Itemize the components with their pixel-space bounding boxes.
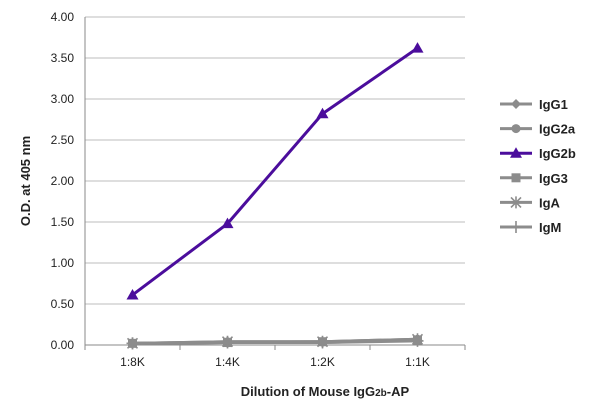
legend-label: IgA xyxy=(539,195,561,210)
legend-item-iga: IgA xyxy=(500,195,561,210)
x-tick-label: 1:4K xyxy=(215,355,240,369)
legend-item-igg1: IgG1 xyxy=(500,97,568,112)
legend-label: IgG3 xyxy=(539,171,568,186)
y-tick-label: 0.50 xyxy=(51,297,75,311)
legend-marker-igg1 xyxy=(511,99,521,109)
legend-item-igg3: IgG3 xyxy=(500,171,568,186)
x-axis-title-sub: 2b xyxy=(375,388,387,399)
y-tick-label: 3.00 xyxy=(51,92,75,106)
legend-marker-igg3 xyxy=(511,173,521,183)
x-tick-label: 1:2K xyxy=(310,355,335,369)
y-tick-label: 2.50 xyxy=(51,133,75,147)
data-point-igm xyxy=(126,337,139,350)
data-point-igg2b xyxy=(411,42,424,53)
legend-marker-iga xyxy=(510,196,522,209)
legend-label: IgG1 xyxy=(539,97,568,112)
x-tick-label: 1:8K xyxy=(120,355,145,369)
data-point-igm xyxy=(316,336,329,349)
series-line-igg2b xyxy=(131,46,419,297)
legend-label: IgG2a xyxy=(539,122,576,137)
legend-label: IgM xyxy=(539,220,561,235)
y-tick-label: 1.00 xyxy=(51,256,75,270)
series-line-igm xyxy=(132,339,418,345)
legend-item-igg2b: IgG2b xyxy=(500,146,576,161)
x-tick-labels: 1:8K 1:4K 1:2K 1:1K xyxy=(120,355,430,369)
legend-label: IgG2b xyxy=(539,146,576,161)
x-axis-title-suffix: -AP xyxy=(387,384,410,399)
data-point-igm xyxy=(411,334,424,347)
y-tick-label: 3.50 xyxy=(51,51,75,65)
y-tick-label: 2.00 xyxy=(51,174,75,188)
x-axis-title: Dilution of Mouse IgG2b-AP xyxy=(241,384,410,399)
series-group xyxy=(126,42,424,350)
axes xyxy=(84,17,466,350)
series-igg2b xyxy=(126,42,424,300)
y-tick-label: 1.50 xyxy=(51,215,75,229)
legend: IgG1 IgG2a IgG2b IgG3 IgA IgM xyxy=(500,97,576,235)
data-point-igg2b xyxy=(221,217,234,229)
x-tick-label: 1:1K xyxy=(405,355,430,369)
series-igm xyxy=(126,334,424,350)
data-point-igg2b xyxy=(126,288,139,300)
y-tick-labels: 0.00 0.50 1.00 1.50 2.00 2.50 3.00 3.50 4.00 xyxy=(51,10,75,352)
y-tick-label: 0.00 xyxy=(51,338,75,352)
y-axis-title: O.D. at 405 nm xyxy=(18,136,33,226)
y-tick-label: 4.00 xyxy=(51,10,75,24)
legend-marker-igg2a xyxy=(511,124,521,134)
legend-marker-igm xyxy=(510,221,522,233)
legend-item-igm: IgM xyxy=(500,220,561,235)
gridlines xyxy=(85,16,465,305)
data-point-igm xyxy=(221,336,234,349)
data-point-igg2b xyxy=(316,107,329,119)
x-axis-title-prefix: Dilution of Mouse IgG xyxy=(241,384,375,399)
legend-marker-igg2b xyxy=(510,147,522,158)
legend-item-igg2a: IgG2a xyxy=(500,122,576,137)
